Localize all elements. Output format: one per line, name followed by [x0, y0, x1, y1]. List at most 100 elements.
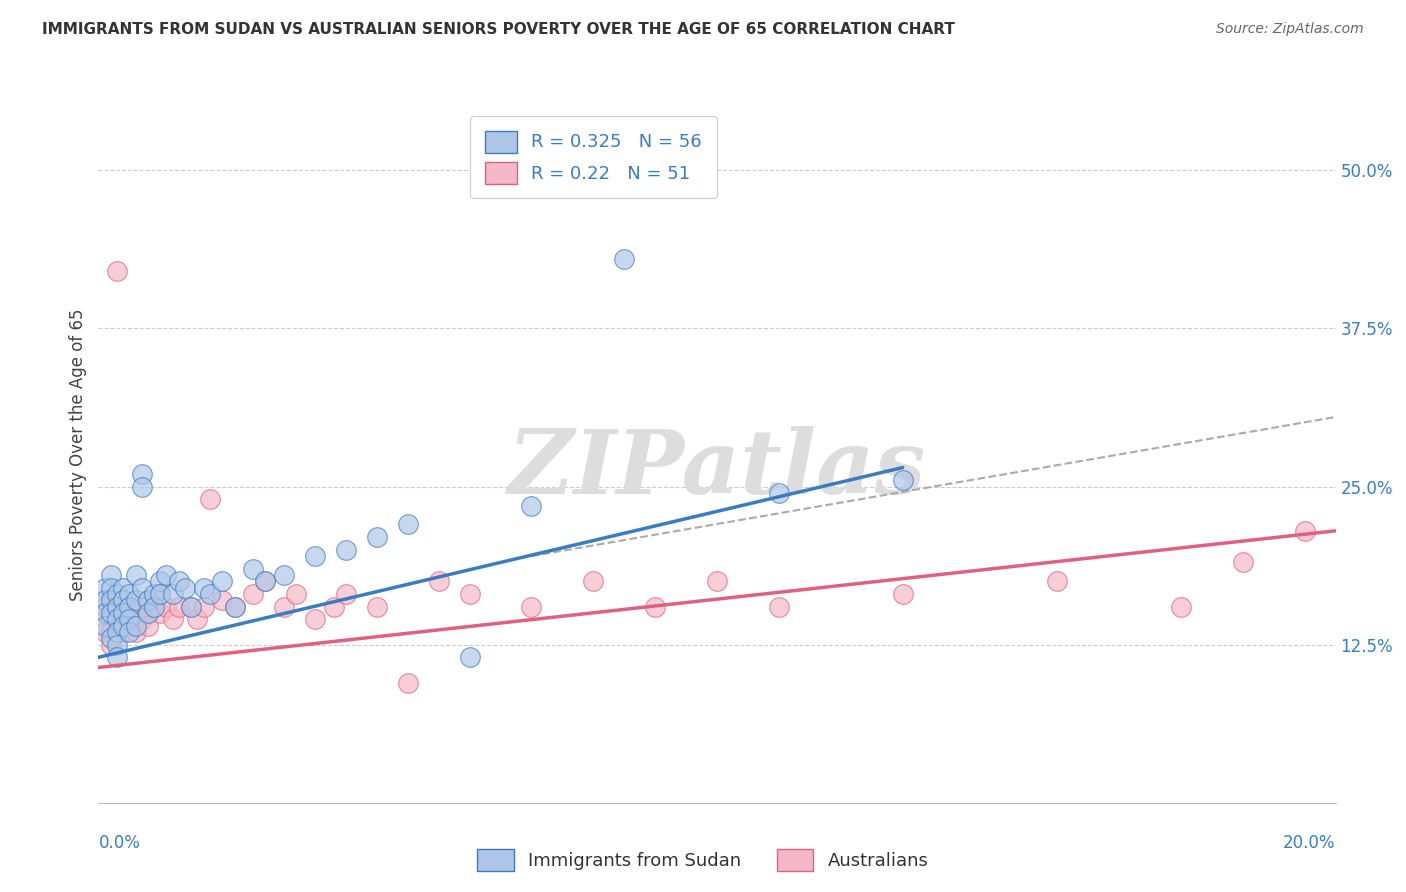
Legend: R = 0.325   N = 56, R = 0.22   N = 51: R = 0.325 N = 56, R = 0.22 N = 51 [470, 116, 717, 198]
Y-axis label: Seniors Poverty Over the Age of 65: Seniors Poverty Over the Age of 65 [69, 309, 87, 601]
Point [891, 587, 914, 601]
Point [193, 581, 215, 595]
Point [124, 625, 146, 640]
Point [1170, 599, 1192, 614]
Point [131, 467, 153, 481]
Point [118, 587, 141, 601]
Point [167, 599, 190, 614]
Point [891, 473, 914, 487]
Point [211, 593, 233, 607]
Point [254, 574, 277, 589]
Point [131, 599, 153, 614]
Point [254, 574, 277, 589]
Point [613, 252, 636, 266]
Point [162, 612, 184, 626]
Point [105, 650, 128, 665]
Point [396, 517, 419, 532]
Point [304, 612, 326, 626]
Point [93, 625, 115, 640]
Legend: Immigrants from Sudan, Australians: Immigrants from Sudan, Australians [470, 842, 936, 879]
Point [118, 599, 141, 614]
Point [124, 599, 146, 614]
Point [335, 587, 357, 601]
Point [273, 599, 295, 614]
Point [100, 593, 122, 607]
Point [149, 574, 172, 589]
Point [112, 625, 135, 640]
Point [768, 486, 790, 500]
Point [149, 587, 172, 601]
Point [100, 612, 122, 626]
Text: 0.0%: 0.0% [98, 834, 141, 852]
Point [112, 581, 135, 595]
Point [105, 599, 128, 614]
Point [100, 638, 122, 652]
Point [768, 599, 790, 614]
Point [105, 638, 128, 652]
Point [105, 625, 128, 640]
Point [198, 587, 221, 601]
Point [131, 612, 153, 626]
Point [100, 581, 122, 595]
Point [644, 599, 666, 614]
Point [136, 606, 159, 620]
Point [155, 568, 177, 582]
Point [112, 606, 135, 620]
Point [105, 593, 128, 607]
Text: 20.0%: 20.0% [1284, 834, 1336, 852]
Point [136, 593, 159, 607]
Point [124, 568, 146, 582]
Point [211, 574, 233, 589]
Point [149, 606, 172, 620]
Point [155, 599, 177, 614]
Point [366, 530, 388, 544]
Point [520, 599, 543, 614]
Point [273, 568, 295, 582]
Point [186, 612, 208, 626]
Point [118, 599, 141, 614]
Point [93, 606, 115, 620]
Point [224, 599, 246, 614]
Point [131, 479, 153, 493]
Point [112, 612, 135, 626]
Point [167, 574, 190, 589]
Point [112, 593, 135, 607]
Point [162, 587, 184, 601]
Point [149, 587, 172, 601]
Point [366, 599, 388, 614]
Point [396, 675, 419, 690]
Point [458, 587, 481, 601]
Point [335, 542, 357, 557]
Point [180, 599, 202, 614]
Point [520, 499, 543, 513]
Point [242, 587, 264, 601]
Point [112, 606, 135, 620]
Point [427, 574, 450, 589]
Point [118, 612, 141, 626]
Text: IMMIGRANTS FROM SUDAN VS AUSTRALIAN SENIORS POVERTY OVER THE AGE OF 65 CORRELATI: IMMIGRANTS FROM SUDAN VS AUSTRALIAN SENI… [42, 22, 955, 37]
Point [174, 581, 197, 595]
Point [100, 632, 122, 646]
Point [93, 618, 115, 632]
Point [100, 606, 122, 620]
Point [136, 593, 159, 607]
Point [304, 549, 326, 563]
Point [124, 593, 146, 607]
Point [118, 612, 141, 626]
Point [105, 612, 128, 626]
Point [93, 593, 115, 607]
Point [322, 599, 344, 614]
Point [224, 599, 246, 614]
Point [105, 587, 128, 601]
Point [582, 574, 605, 589]
Point [143, 587, 166, 601]
Point [136, 618, 159, 632]
Text: ZIPatlas: ZIPatlas [509, 425, 925, 512]
Point [112, 618, 135, 632]
Point [118, 625, 141, 640]
Text: Source: ZipAtlas.com: Source: ZipAtlas.com [1216, 22, 1364, 37]
Point [285, 587, 308, 601]
Point [93, 599, 115, 614]
Point [1294, 524, 1316, 538]
Point [198, 492, 221, 507]
